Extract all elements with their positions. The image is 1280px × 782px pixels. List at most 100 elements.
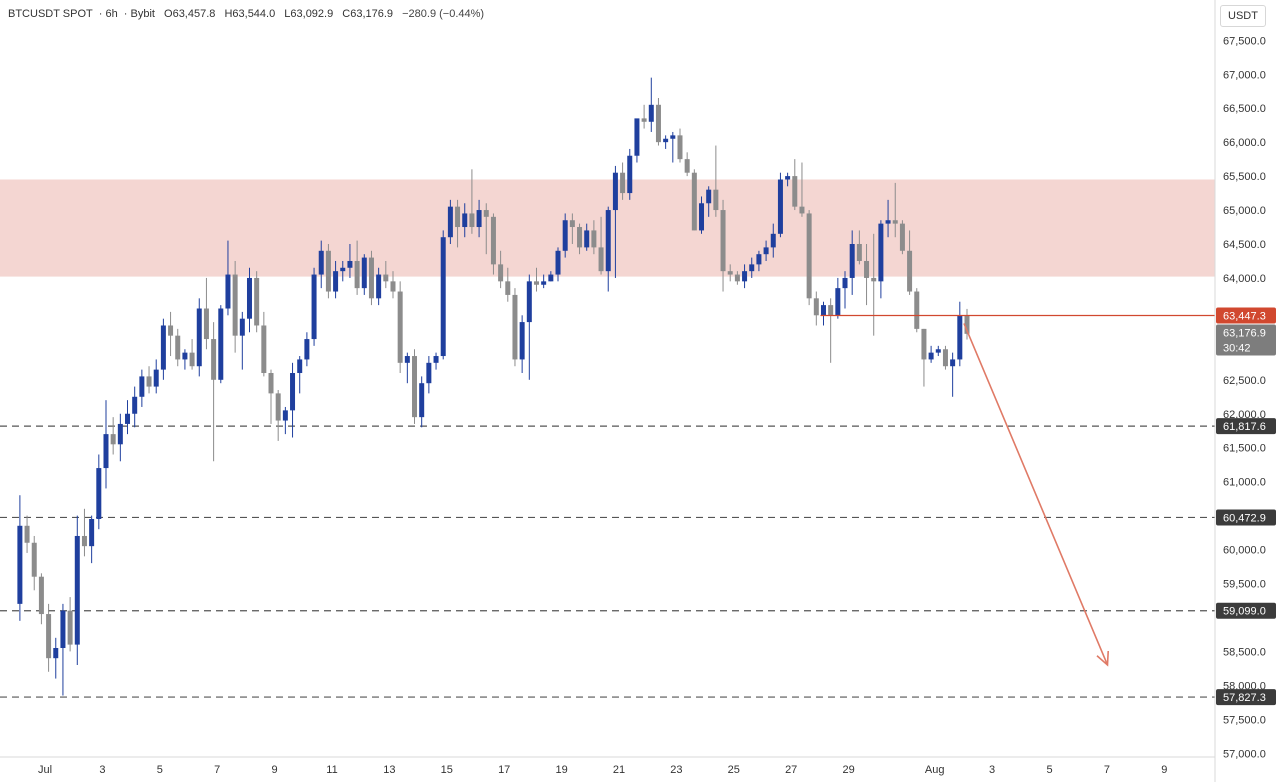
candle-body (160, 325, 166, 370)
candle-body (376, 274, 382, 299)
symbol-name[interactable]: BTCUSDT SPOT (8, 8, 93, 20)
candle (562, 213, 568, 258)
candle (792, 159, 798, 211)
candle-body (641, 118, 647, 122)
candle (275, 389, 281, 441)
level-price-badge-text: 57,827.3 (1223, 692, 1266, 704)
candle-body (849, 244, 855, 278)
price-axis-background (1215, 0, 1280, 782)
candle-body (318, 250, 324, 275)
candle-body (254, 277, 260, 326)
candle-body (390, 281, 396, 292)
candle-body (799, 206, 805, 214)
candle (31, 535, 37, 591)
candle-body (512, 294, 518, 360)
candle (907, 230, 913, 295)
candle-body (777, 179, 783, 234)
candle (38, 573, 44, 625)
candle (74, 515, 80, 665)
candle (777, 172, 783, 238)
x-axis-tick-label: 11 (326, 764, 337, 776)
projection-arrow-shaft[interactable] (963, 323, 1109, 666)
candle (569, 213, 575, 244)
plot-background (0, 0, 1215, 757)
candle (828, 298, 834, 363)
candle-body (232, 274, 238, 336)
candle-body (225, 274, 231, 309)
candle-body (383, 274, 389, 282)
candle (691, 169, 697, 231)
candle-body (569, 220, 575, 228)
candle (505, 267, 511, 302)
candle (663, 135, 669, 149)
candle-body (476, 210, 482, 228)
candle (548, 271, 554, 282)
x-axis-tick-label: 9 (272, 764, 278, 776)
candle-body (813, 298, 819, 316)
candle (720, 199, 726, 292)
low-value: L63,092.9 (284, 8, 334, 20)
candle (311, 267, 317, 346)
candle (806, 210, 812, 306)
candle-body (38, 576, 44, 615)
candle (24, 515, 30, 553)
candle (132, 386, 138, 428)
candle (498, 250, 504, 289)
candle (914, 288, 920, 333)
candle (268, 369, 274, 424)
open-value: O63,457.8 (164, 8, 216, 20)
candle-body (60, 610, 66, 649)
candle (490, 213, 496, 275)
candle-body (763, 247, 769, 255)
candle-body (412, 356, 418, 418)
candle-body (282, 410, 288, 421)
candle (254, 271, 260, 333)
candle (376, 267, 382, 306)
y-axis-tick-label: 62,500.0 (1223, 375, 1266, 387)
candle-body (404, 356, 410, 363)
candle-body (885, 220, 891, 224)
currency-selector[interactable]: USDT (1220, 5, 1266, 27)
candle-body (182, 352, 188, 360)
candle (577, 223, 583, 255)
y-axis-tick-label: 61,500.0 (1223, 443, 1266, 455)
candle-body (24, 525, 30, 543)
candle (605, 206, 611, 292)
candle (734, 271, 740, 285)
candle-body (842, 277, 848, 289)
candle-body (132, 396, 138, 414)
candle (541, 274, 547, 289)
candle (182, 349, 188, 370)
candle-body (548, 274, 554, 282)
candle-body (792, 176, 798, 207)
candle-body (806, 213, 812, 299)
candle (727, 264, 733, 282)
candle-body (440, 237, 446, 357)
candle-body (74, 535, 80, 645)
last-close-badge: 63,176.9 30:42 (1216, 324, 1276, 356)
candle-body (856, 244, 862, 261)
candle-body (598, 247, 604, 272)
level-price-badge-text: 60,472.9 (1223, 512, 1266, 524)
interval-label[interactable]: 6h (105, 8, 118, 20)
exchange-label: Bybit (130, 8, 155, 20)
y-axis-tick-label: 57,500.0 (1223, 714, 1266, 726)
y-axis-tick-label: 66,500.0 (1223, 103, 1266, 115)
candle (684, 152, 690, 177)
candle-body (742, 271, 748, 282)
candle-body (555, 250, 561, 275)
candle (785, 172, 791, 187)
candle-body (706, 189, 712, 204)
candle (60, 603, 66, 696)
candle-body (498, 264, 504, 282)
candle-body (519, 322, 525, 360)
candle (942, 345, 948, 370)
candle-body (125, 413, 131, 424)
candle-body (577, 227, 583, 248)
candle (419, 376, 425, 428)
candle (612, 165, 618, 278)
candle (117, 413, 123, 462)
candle (81, 508, 87, 557)
candle-body (297, 359, 303, 374)
candle (899, 220, 905, 255)
